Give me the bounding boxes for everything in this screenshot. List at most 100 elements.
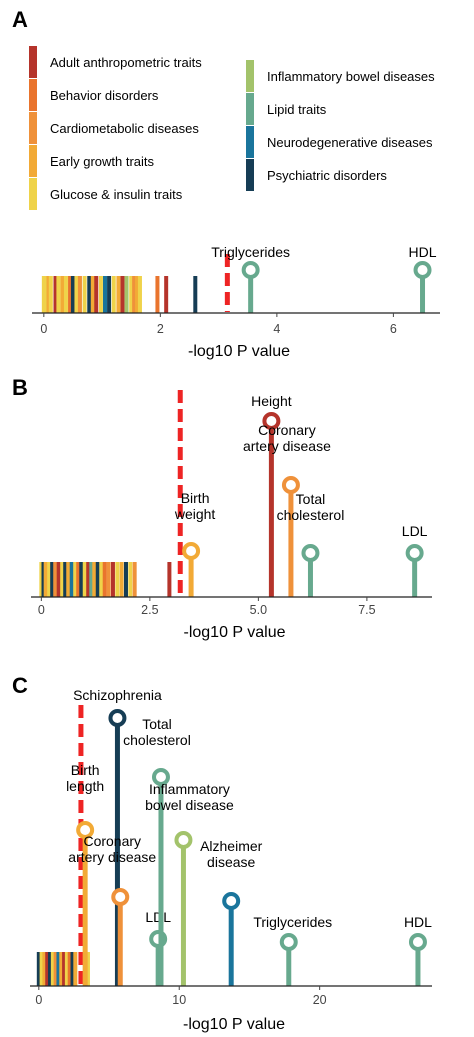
legend-label-behavior-disorders: Behavior disorders [50, 88, 159, 103]
background-bar [76, 562, 81, 597]
annotation-line: Schizophrenia [73, 687, 162, 703]
lollipop-head-schizophrenia [108, 709, 127, 727]
background-bar [73, 562, 78, 597]
lollipop-head-inflammatory-bowel-disease [174, 831, 193, 849]
panel-a: A Triglycerides HDL 0 2 4 6 -log10 P value [12, 7, 440, 360]
background-bar [77, 276, 82, 313]
background-bar [137, 276, 142, 313]
annotation-inflammatory-bowel-disease: Inflammatory bowel disease [145, 781, 234, 813]
background-bar [124, 276, 129, 313]
background-bar [87, 276, 92, 313]
background-bar [89, 562, 94, 597]
panel-letter-a: A [12, 7, 28, 32]
background-bar [110, 562, 115, 597]
annotation-line: artery disease [68, 849, 156, 865]
lollipop-head-coronary-artery-disease [281, 476, 300, 494]
annotation-birth-weight: Birth weight [174, 490, 216, 522]
x-axis-title: -log10 P value [184, 624, 286, 641]
annotation-line: LDL [402, 523, 428, 539]
background-bar [53, 952, 58, 986]
background-bar [47, 562, 52, 597]
lollipop-head-coronary-artery-disease [111, 888, 130, 906]
background-bar [94, 276, 99, 313]
legend-label-inflammatory-bowel-diseases: Inflammatory bowel diseases [267, 69, 435, 84]
legend-swatch-glucose-insulin-traits [29, 178, 37, 210]
x-tick-label: 5.0 [250, 603, 267, 617]
annotation-line: HDL [404, 914, 432, 930]
annotation-line: disease [207, 854, 255, 870]
background-bar [63, 562, 68, 597]
background-bar [64, 952, 69, 986]
legend-label-psychiatric-disorders: Psychiatric disorders [267, 168, 387, 183]
legend-label-lipid-traits: Lipid traits [267, 102, 327, 117]
background-bar [68, 276, 73, 313]
legend-swatch-cardiometabolic-diseases [29, 112, 37, 144]
annotation-line: Total [142, 716, 172, 732]
annotation-coronary-artery-disease: Coronary artery disease [243, 422, 331, 454]
annotation-line: cholesterol [277, 507, 345, 523]
background-bar [95, 562, 100, 597]
background-bar [82, 562, 87, 597]
x-tick-label: 0 [35, 993, 42, 1007]
annotation-triglycerides: Triglycerides [211, 244, 290, 260]
background-bar [132, 276, 137, 313]
legend-label-neurodegenerative-diseases: Neurodegenerative diseases [267, 135, 433, 150]
legend-label-early-growth-traits: Early growth traits [50, 154, 155, 169]
background-bar [53, 562, 58, 597]
background-bar [67, 952, 72, 986]
x-axis-title: -log10 P value [183, 1016, 285, 1033]
annotation-line: Height [251, 393, 292, 409]
background-bar [48, 952, 53, 986]
x-tick-label: 10 [172, 993, 186, 1007]
annotation-ldl: LDL [402, 523, 428, 539]
annotation-line: Birth [181, 490, 210, 506]
panel-c: C Birth length Schizophrenia Coronary artery … [12, 673, 432, 1033]
legend: Adult anthropometric traits Behavior diso… [29, 46, 435, 210]
background-bar [69, 562, 74, 597]
lollipop-head-total-cholesterol [151, 768, 170, 786]
background-bar [102, 562, 107, 597]
background-bar [70, 276, 75, 313]
annotation-ldl: LDL [145, 909, 171, 925]
x-tick-label: 2 [157, 322, 164, 336]
legend-label-glucose-insulin-traits: Glucose & insulin traits [50, 187, 183, 202]
background-bar [103, 276, 107, 313]
background-bar [56, 562, 61, 597]
annotation-line: LDL [145, 909, 171, 925]
x-tick-label: 20 [313, 993, 327, 1007]
background-bar [132, 562, 137, 597]
annotation-birth-length: Birth length [66, 762, 104, 794]
annotation-line: Coronary [83, 833, 141, 849]
background-bar [44, 276, 49, 313]
background-bar [63, 276, 68, 313]
lollipop-head-height [262, 412, 281, 430]
background-bar [36, 952, 41, 986]
background-bar [50, 952, 55, 986]
background-bar [56, 952, 61, 986]
background-bar [82, 276, 87, 313]
annotation-hdl: HDL [409, 244, 437, 260]
x-axis-title: -log10 P value [188, 343, 290, 360]
background-bar [120, 276, 125, 313]
background-bar [129, 276, 134, 313]
background-bar [73, 952, 78, 986]
background-bar [53, 276, 58, 313]
x-tick-label: 0 [38, 603, 45, 617]
annotation-line: Alzheimer [200, 838, 263, 854]
legend-swatch-early-growth-traits [29, 145, 37, 177]
lollipop-head-birth-length [76, 821, 95, 839]
annotation-line: Birth [71, 762, 100, 778]
lollipop-head-birth-weight [182, 542, 201, 560]
background-bar [66, 562, 71, 597]
annotation-line: HDL [409, 244, 437, 260]
background-bar [164, 276, 169, 313]
annotation-schizophrenia: Schizophrenia [73, 687, 162, 703]
annotation-triglycerides: Triglycerides [253, 914, 332, 930]
background-bar [41, 562, 46, 597]
annotation-total-cholesterol: Total cholesterol [123, 716, 191, 748]
background-bar [50, 562, 55, 597]
lollipop-head-triglycerides [279, 933, 298, 951]
legend-label-cardiometabolic-diseases: Cardiometabolic diseases [50, 121, 199, 136]
legend-swatch-psychiatric-disorders [246, 159, 254, 191]
annotation-line: length [66, 778, 104, 794]
